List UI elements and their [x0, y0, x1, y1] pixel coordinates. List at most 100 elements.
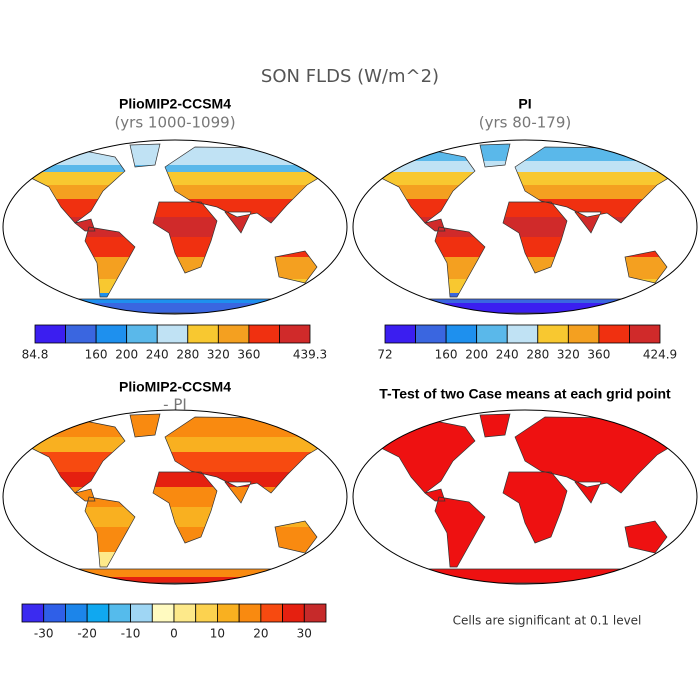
panel-title: T-Test of two Case means at each grid po… [379, 386, 671, 402]
land-fill [375, 257, 687, 279]
colorbar-box [238, 603, 262, 623]
colorbar-box [65, 324, 97, 344]
colorbar-box [65, 603, 88, 623]
colorbar-box [126, 324, 158, 344]
land-fill [25, 217, 337, 237]
land-fill [25, 567, 337, 577]
map-clip [374, 413, 688, 584]
colorbar-label: 20 [253, 627, 268, 641]
panel-title: PlioMIP2-CCSM4 [119, 379, 231, 395]
land-fill [25, 293, 337, 303]
land-fill [25, 577, 337, 583]
colorbar-label: 439.3 [293, 348, 327, 362]
colorbar-box [217, 603, 240, 623]
colorbar-label: 360 [237, 348, 260, 362]
land [375, 414, 687, 583]
land-fill [25, 472, 337, 487]
colorbar-box [248, 324, 280, 344]
map-clip [374, 143, 688, 314]
colorbar-box [195, 603, 218, 623]
land-fill [375, 414, 687, 583]
colorbar-box [476, 324, 508, 344]
panel-title: PlioMIP2-CCSM4 [119, 96, 231, 112]
land [375, 144, 687, 313]
colorbar-label: 160 [435, 348, 458, 362]
map [2, 139, 348, 315]
colorbar-label: 320 [557, 348, 580, 362]
colorbar-label: 200 [465, 348, 488, 362]
land [25, 144, 337, 313]
colorbar-box [151, 603, 175, 623]
colorbar-box [187, 324, 219, 344]
land-fill [375, 172, 687, 185]
land-fill [375, 185, 687, 199]
colorbar-box [95, 324, 128, 344]
panel-title: PI [518, 96, 531, 112]
land-fill [375, 237, 687, 257]
land-fill [25, 165, 337, 172]
land-fill [25, 185, 337, 199]
map [352, 409, 698, 585]
colorbar-label: -30 [34, 627, 54, 641]
colorbar-label: 424.9 [643, 348, 677, 362]
colorbar-label: 280 [526, 348, 549, 362]
colorbar-box [282, 603, 305, 623]
colorbar-box [537, 324, 569, 344]
land-fill [25, 507, 337, 527]
colorbar-label: 280 [176, 348, 199, 362]
map-border [352, 139, 698, 315]
colorbar-box [567, 324, 600, 344]
land [25, 414, 337, 583]
colorbar-label: 72 [377, 348, 392, 362]
land-fill [25, 144, 337, 165]
panel-subtitle: - PI [163, 396, 187, 414]
panel-subtitle: (yrs 80-179) [479, 114, 571, 132]
colorbar-box [173, 603, 197, 623]
colorbar-label: 200 [115, 348, 138, 362]
colorbar-box [156, 324, 189, 344]
land-fill [25, 237, 337, 257]
colorbar-box [598, 324, 630, 344]
colorbar-box [130, 603, 153, 623]
land-fill [375, 217, 687, 237]
map-clip [24, 413, 338, 584]
colorbar-box [43, 603, 66, 623]
colorbar-label: 160 [85, 348, 108, 362]
colorbar-label: 360 [587, 348, 610, 362]
map [2, 409, 348, 585]
colorbar-label: 84.8 [22, 348, 49, 362]
colorbar-box [21, 603, 45, 623]
colorbar-box [629, 324, 661, 344]
land-fill [25, 437, 337, 452]
colorbar-box [445, 324, 478, 344]
colorbar-box [34, 324, 66, 344]
colorbar-label: 240 [146, 348, 169, 362]
colorbar-box [384, 324, 416, 344]
land-fill [25, 257, 337, 279]
land-fill [375, 303, 687, 313]
land-fill [25, 452, 337, 472]
colorbar-label: 0 [170, 627, 178, 641]
colorbar-box [217, 324, 250, 344]
map [352, 139, 698, 315]
colorbar-box [86, 603, 110, 623]
map-border [2, 139, 348, 315]
land-fill [25, 552, 337, 567]
land-fill [25, 303, 337, 313]
colorbar-box [108, 603, 131, 623]
land-fill [375, 161, 687, 172]
colorbar-label: 320 [207, 348, 230, 362]
colorbar-box [506, 324, 539, 344]
land-fill [25, 172, 337, 185]
colorbar-box [415, 324, 447, 344]
figure-title: SON FLDS (W/m^2) [261, 66, 439, 87]
map-border [352, 409, 698, 585]
colorbar-label: 10 [210, 627, 225, 641]
map-clip [24, 143, 338, 314]
colorbar-box [279, 324, 311, 344]
colorbar-label: 240 [496, 348, 519, 362]
colorbar-label: -10 [121, 627, 141, 641]
land-fill [375, 293, 687, 303]
significance-note: Cells are significant at 0.1 level [453, 614, 642, 628]
